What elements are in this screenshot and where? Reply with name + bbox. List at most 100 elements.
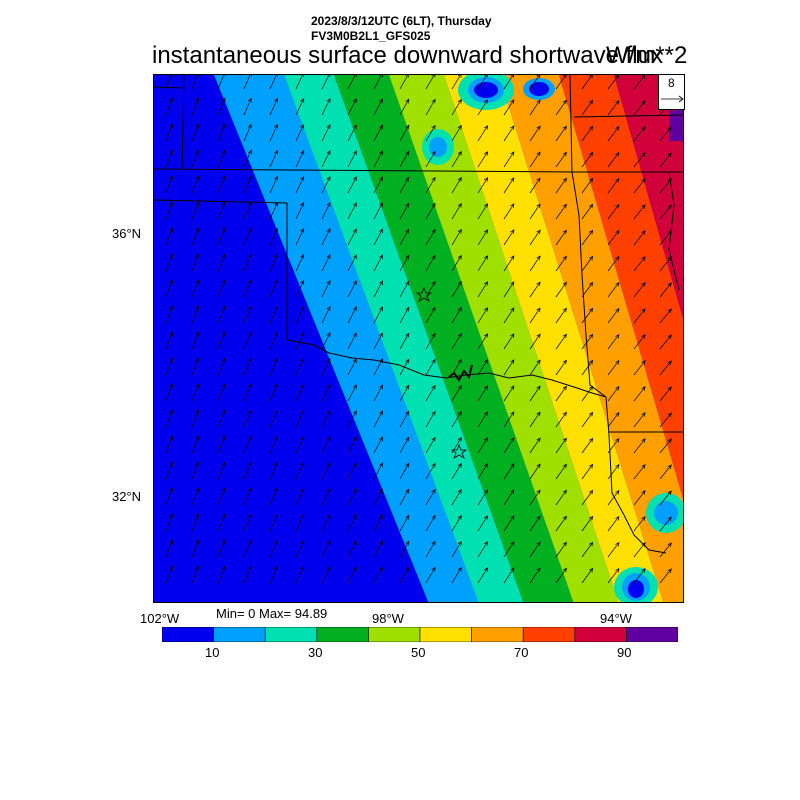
wind-vector-head [247, 331, 252, 337]
wind-vector-arrow [503, 359, 515, 376]
wind-vector-head [274, 305, 278, 311]
lon-label-98w: 98°W [372, 611, 404, 626]
wind-vector-head [536, 437, 541, 443]
datetime-header: 2023/8/3/12UTC (6LT), Thursday [311, 14, 492, 28]
wind-vector-arrow [477, 463, 488, 480]
wind-vector-head [510, 99, 515, 104]
wind-vector-head [536, 307, 541, 313]
wind-vector-arrow [373, 202, 383, 220]
wind-vector-head [326, 280, 331, 285]
wind-vector-head [169, 513, 174, 519]
wind-vector-head [562, 411, 567, 417]
wind-vector-head [615, 229, 620, 235]
wind-vector-arrow [451, 489, 462, 506]
wind-vector-head [274, 539, 278, 545]
wind-vector-arrow [321, 566, 331, 584]
wind-vector-head [588, 437, 594, 443]
colorbar-swatch [471, 627, 524, 642]
wind-vector-head [536, 359, 541, 365]
wind-vector-arrow [347, 540, 357, 558]
wind-vector-head [195, 383, 200, 389]
wind-vector-arrow [295, 566, 305, 584]
wind-vector-arrow [217, 332, 226, 350]
wind-vector-head [405, 98, 410, 104]
wind-vector-head [300, 461, 305, 467]
wind-vector-head [536, 75, 541, 79]
wind-vector-head [274, 331, 278, 337]
wind-vector-arrow [607, 126, 620, 142]
wind-vector-head [379, 488, 383, 494]
wind-vector-arrow [581, 178, 593, 194]
wind-vector-head [300, 409, 305, 415]
wind-vector-arrow [555, 386, 567, 402]
cloud-patch [529, 82, 549, 96]
wind-vector-head [536, 281, 541, 287]
wind-vector-arrow [607, 568, 620, 584]
wind-vector-head [247, 253, 252, 259]
wind-vector-arrow [555, 542, 567, 558]
wind-vector-head [457, 75, 462, 78]
wind-vector-head [195, 513, 200, 519]
wind-vector-head [588, 307, 594, 313]
wind-vector-head [169, 305, 174, 311]
wind-vector-head [247, 513, 252, 519]
wind-vector-arrow [425, 385, 436, 402]
wind-vector-head [169, 123, 174, 129]
wind-vector-arrow [503, 411, 515, 428]
wind-vector-arrow [607, 230, 620, 246]
wind-vector-head [510, 567, 515, 572]
wind-vector-head [588, 99, 594, 105]
wind-vector-head [247, 149, 252, 155]
wind-vector-arrow [295, 488, 305, 506]
wind-vector-arrow [295, 384, 305, 402]
wind-vector-arrow [165, 383, 173, 402]
wind-vector-head [379, 384, 383, 390]
wind-vector-arrow [217, 280, 226, 298]
wind-vector-head [221, 175, 226, 181]
wind-vector-arrow [659, 282, 672, 298]
wind-vector-arrow [373, 488, 383, 506]
wind-vector-head [588, 255, 594, 261]
wind-vector-arrow [373, 176, 383, 194]
wind-vector-arrow [295, 410, 305, 428]
wind-vector-arrow [659, 386, 672, 402]
wind-vector-arrow [451, 541, 462, 558]
wind-vector-head [195, 149, 200, 155]
colorbar-swatch [419, 627, 472, 642]
wind-vector-arrow [217, 514, 226, 532]
wind-vector-arrow [217, 228, 226, 246]
border-oklahoma-arkansas [569, 75, 607, 398]
wind-vector-head [562, 463, 567, 469]
wind-vector-arrow [269, 124, 278, 142]
wind-vector-head [484, 203, 489, 208]
wind-vector-head [352, 202, 357, 208]
wind-vector-head [274, 513, 278, 519]
wind-vector-arrow [165, 227, 173, 246]
wind-vector-head [484, 281, 489, 286]
wind-vector-head [588, 411, 594, 417]
wind-vector-head [431, 176, 436, 182]
wind-vector-head [221, 305, 226, 311]
wind-vector-head [221, 123, 226, 129]
wind-vector-head [352, 436, 357, 442]
map-plot-area [153, 74, 684, 603]
wind-vector-arrow [373, 514, 383, 532]
wind-vector-arrow [477, 567, 488, 584]
wind-vector-arrow [373, 254, 383, 272]
wind-vector-arrow [243, 75, 251, 90]
wind-vector-arrow [165, 435, 173, 454]
wind-vector-arrow [165, 409, 173, 428]
wind-vector-head [274, 279, 278, 285]
wind-vector-head [326, 384, 331, 389]
wind-vector-head [510, 255, 515, 260]
wind-vector-arrow [425, 99, 436, 116]
wind-vector-head [431, 202, 436, 208]
wind-vector-arrow [295, 306, 305, 324]
wind-vector-arrow [529, 307, 541, 324]
wind-vector-head [615, 411, 620, 417]
wind-vector-head [247, 461, 252, 467]
wind-vector-head [536, 385, 541, 391]
wind-vector-head [588, 177, 594, 183]
wind-vector-arrow [607, 308, 620, 324]
wind-vector-head [221, 539, 226, 545]
